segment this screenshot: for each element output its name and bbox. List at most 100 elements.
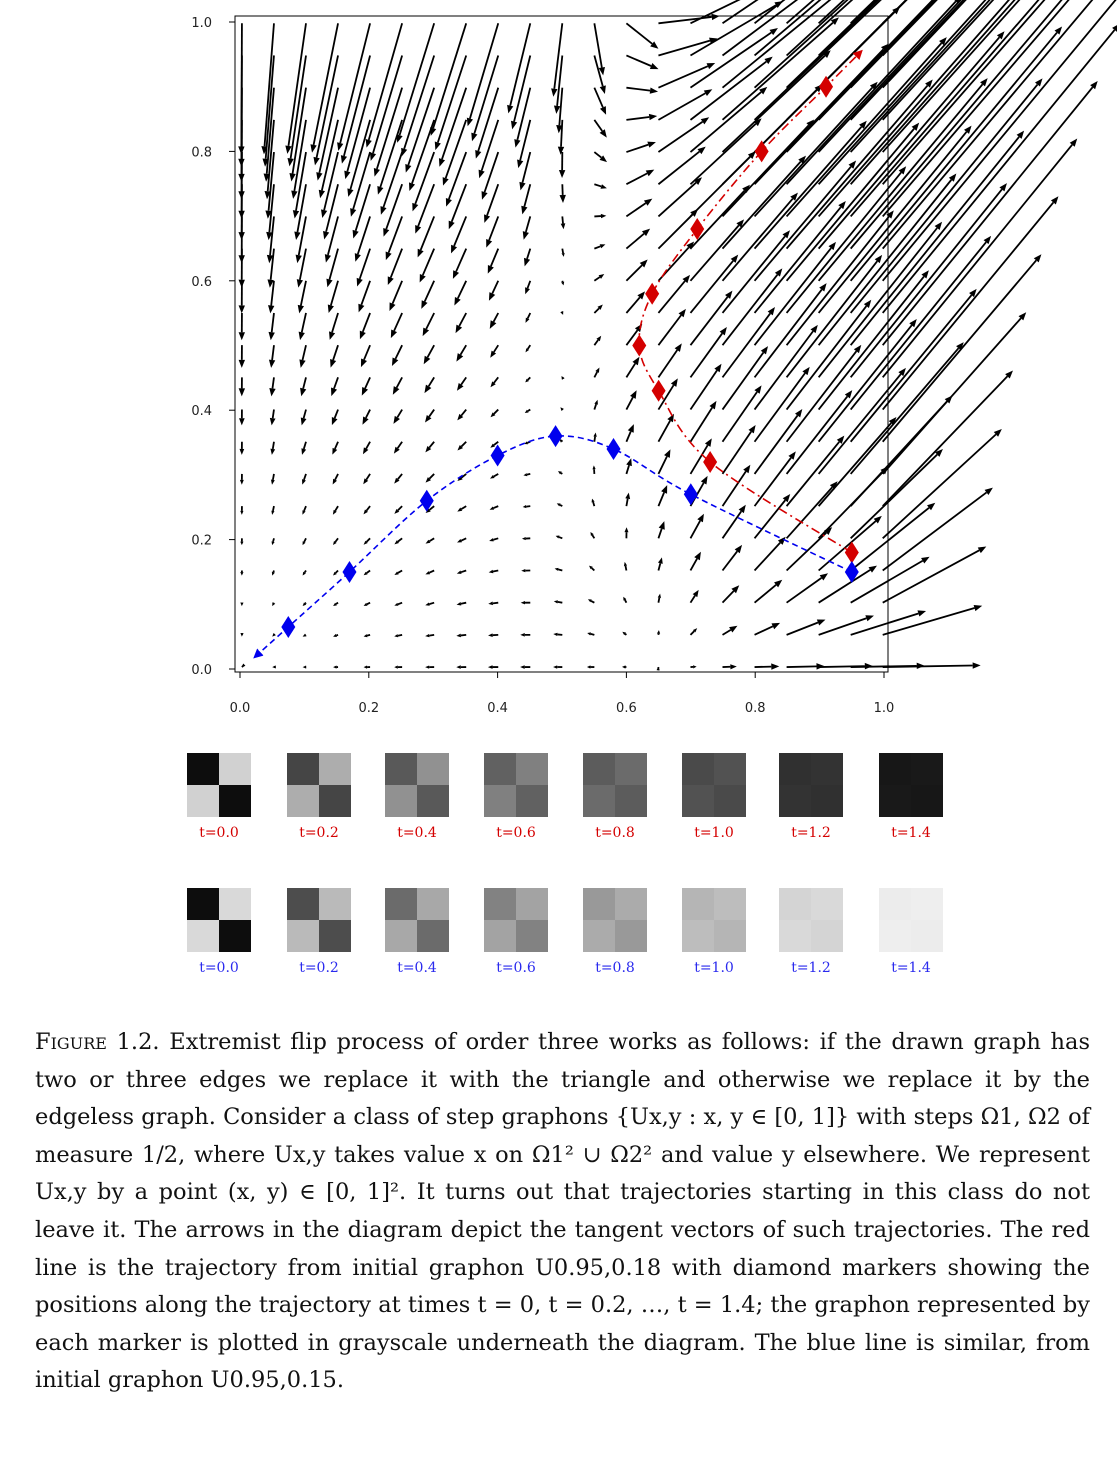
vector-shaft bbox=[428, 505, 435, 511]
vector-head bbox=[678, 308, 686, 318]
graphon-step bbox=[682, 785, 714, 817]
vector-head bbox=[704, 438, 712, 447]
vector-head bbox=[939, 37, 947, 46]
vector-shaft bbox=[526, 248, 532, 260]
vector-head bbox=[586, 665, 591, 669]
vector-head bbox=[647, 141, 656, 148]
vector-shaft bbox=[356, 216, 371, 255]
vector-shaft bbox=[318, 87, 339, 174]
vector-shaft bbox=[593, 87, 604, 108]
vector-shaft bbox=[366, 633, 371, 637]
vector-shaft bbox=[364, 376, 371, 389]
vector-shaft bbox=[882, 433, 997, 539]
vector-shaft bbox=[366, 569, 371, 574]
vector-head bbox=[302, 510, 306, 515]
vector-shaft bbox=[303, 505, 307, 512]
vector-head bbox=[318, 189, 325, 199]
vector-head bbox=[524, 257, 531, 267]
vector-shaft bbox=[624, 599, 628, 604]
vector-shaft bbox=[785, 0, 849, 57]
vector-head bbox=[302, 541, 306, 546]
vector-shaft bbox=[625, 329, 639, 346]
vector-head bbox=[394, 634, 399, 638]
graphon-step bbox=[779, 920, 811, 952]
x-tick-label: 1.0 bbox=[874, 701, 895, 716]
vector-shaft bbox=[817, 324, 913, 443]
vector-head bbox=[267, 279, 274, 288]
graphon-step bbox=[219, 920, 251, 952]
vector-shaft bbox=[658, 16, 712, 25]
vector-shaft bbox=[312, 23, 339, 146]
vector-head bbox=[490, 475, 495, 479]
vector-shaft bbox=[593, 307, 600, 314]
vector-shaft bbox=[293, 119, 307, 192]
vector-shaft bbox=[882, 0, 1094, 250]
graphon-step bbox=[219, 888, 251, 920]
vector-shaft bbox=[436, 55, 468, 143]
vector-shaft bbox=[850, 0, 965, 121]
vector-head bbox=[352, 229, 359, 239]
vector-shaft bbox=[389, 248, 403, 278]
vector-head bbox=[1050, 196, 1059, 205]
vector-head bbox=[430, 127, 437, 136]
vector-head bbox=[331, 417, 338, 426]
vector-head bbox=[621, 665, 626, 669]
graphon-swatch bbox=[879, 888, 943, 952]
vector-shaft bbox=[460, 601, 467, 605]
vector-head bbox=[310, 144, 317, 153]
vector-head bbox=[725, 290, 733, 299]
vector-head bbox=[241, 663, 246, 668]
vector-head bbox=[714, 363, 722, 373]
vector-head bbox=[362, 416, 369, 425]
vector-head bbox=[558, 170, 566, 179]
vector-head bbox=[297, 304, 305, 314]
vector-head bbox=[1034, 78, 1043, 87]
vector-shaft bbox=[271, 441, 275, 450]
vector-shaft bbox=[382, 151, 403, 208]
vector-head bbox=[261, 146, 268, 155]
trajectory-marker bbox=[844, 541, 859, 564]
vector-shaft bbox=[753, 166, 852, 282]
graphon-step bbox=[319, 920, 351, 952]
vector-shaft bbox=[721, 391, 758, 443]
vector-shaft bbox=[690, 0, 741, 25]
vector-shaft bbox=[785, 0, 934, 153]
vector-head bbox=[481, 191, 488, 200]
vector-head bbox=[719, 326, 727, 336]
vector-shaft bbox=[593, 55, 604, 87]
vector-head bbox=[521, 205, 528, 215]
vector-head bbox=[639, 259, 648, 268]
vector-shaft bbox=[626, 116, 650, 121]
vector-shaft bbox=[657, 150, 701, 185]
graphon-step bbox=[219, 785, 251, 817]
vector-shaft bbox=[593, 119, 603, 132]
vector-head bbox=[323, 230, 330, 240]
vector-head bbox=[268, 305, 275, 314]
vector-head bbox=[836, 435, 845, 444]
vector-shaft bbox=[513, 55, 532, 122]
graphon-step bbox=[417, 785, 449, 817]
vector-head bbox=[520, 633, 525, 637]
vector-shaft bbox=[689, 91, 762, 153]
vector-head bbox=[412, 202, 419, 212]
vector-shaft bbox=[689, 60, 767, 121]
vector-shaft bbox=[302, 409, 307, 419]
vector-shaft bbox=[426, 344, 435, 358]
vector-shaft bbox=[785, 85, 929, 250]
vector-head bbox=[909, 318, 917, 328]
vector-shaft bbox=[523, 184, 532, 207]
vector-shaft bbox=[818, 0, 878, 57]
vector-head bbox=[359, 330, 366, 340]
vector-head bbox=[657, 557, 663, 564]
graphon-step bbox=[385, 888, 417, 920]
vector-head bbox=[524, 409, 529, 414]
vector-shaft bbox=[488, 216, 500, 241]
trajectory-marker bbox=[281, 615, 296, 638]
y-tick-label: 0.0 bbox=[191, 663, 212, 678]
vector-shaft bbox=[882, 144, 1073, 378]
vector-shaft bbox=[593, 371, 598, 378]
vector-head bbox=[520, 600, 526, 605]
vector-shaft bbox=[592, 501, 596, 507]
vector-shaft bbox=[289, 55, 307, 159]
vector-shaft bbox=[753, 247, 832, 346]
